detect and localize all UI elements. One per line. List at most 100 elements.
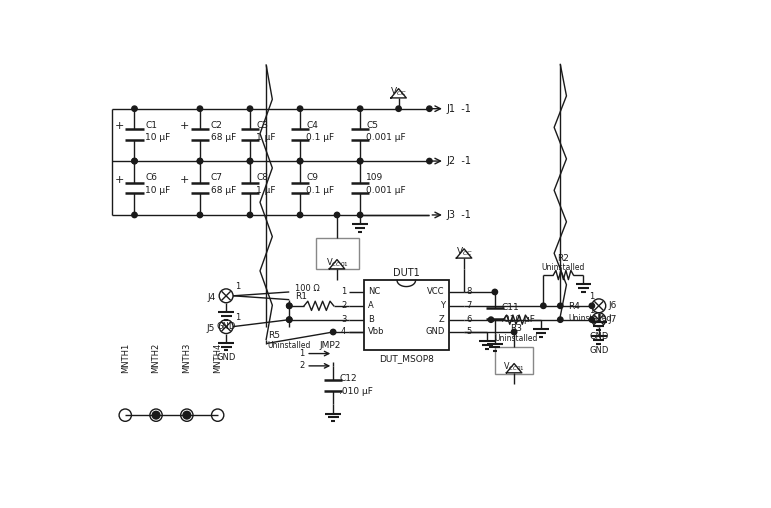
- Text: 0.001 μF: 0.001 μF: [366, 186, 406, 195]
- Text: 100 Ω: 100 Ω: [295, 284, 320, 294]
- Circle shape: [247, 158, 253, 164]
- Circle shape: [426, 158, 432, 164]
- Circle shape: [287, 303, 292, 308]
- Text: NC: NC: [368, 288, 380, 297]
- Text: +: +: [180, 121, 189, 132]
- Text: 5: 5: [466, 328, 472, 336]
- Text: 0.001 μF: 0.001 μF: [366, 134, 406, 142]
- Text: V$_{CC}$: V$_{CC}$: [390, 86, 407, 98]
- Text: 10 μF: 10 μF: [145, 186, 170, 195]
- Text: 1 μF: 1 μF: [256, 186, 276, 195]
- Text: 2: 2: [341, 301, 346, 310]
- Circle shape: [511, 329, 517, 335]
- Text: DUT_MSOP8: DUT_MSOP8: [379, 355, 434, 363]
- Circle shape: [358, 106, 363, 111]
- Text: GND: GND: [426, 328, 445, 336]
- Text: 0.1 μF: 0.1 μF: [306, 134, 335, 142]
- Circle shape: [426, 106, 432, 111]
- Text: MNTH4: MNTH4: [213, 342, 222, 373]
- Circle shape: [197, 158, 203, 164]
- Text: C3: C3: [256, 121, 268, 130]
- Text: C7: C7: [210, 174, 223, 182]
- Circle shape: [298, 158, 303, 164]
- Text: 6: 6: [466, 315, 472, 324]
- Text: C1: C1: [145, 121, 157, 130]
- Text: V$_{CC01}$: V$_{CC01}$: [503, 361, 525, 373]
- Circle shape: [589, 317, 594, 323]
- Circle shape: [589, 303, 594, 308]
- Circle shape: [298, 158, 303, 164]
- Circle shape: [247, 106, 253, 111]
- Text: GND: GND: [589, 346, 608, 355]
- Circle shape: [287, 317, 292, 323]
- Text: Vbb: Vbb: [368, 328, 384, 336]
- Text: 2: 2: [299, 361, 305, 370]
- Text: C4: C4: [306, 121, 318, 130]
- Text: J6: J6: [608, 301, 617, 310]
- Circle shape: [183, 411, 190, 419]
- Text: J4: J4: [207, 293, 215, 302]
- Text: Z: Z: [439, 315, 445, 324]
- Text: R2: R2: [557, 253, 569, 263]
- Text: C5: C5: [366, 121, 379, 130]
- Text: B: B: [368, 315, 374, 324]
- Text: Uninstalled: Uninstalled: [268, 341, 311, 351]
- Text: Uninstalled: Uninstalled: [542, 263, 585, 272]
- Circle shape: [247, 158, 253, 164]
- Text: 1 μF: 1 μF: [256, 134, 276, 142]
- Text: 10 μF: 10 μF: [145, 134, 170, 142]
- Circle shape: [132, 158, 137, 164]
- Circle shape: [247, 212, 253, 217]
- Circle shape: [358, 212, 363, 217]
- Text: 8: 8: [466, 288, 472, 297]
- Text: J2  -1: J2 -1: [446, 156, 471, 166]
- Text: 1: 1: [235, 282, 241, 291]
- Text: MNTH2: MNTH2: [152, 342, 160, 373]
- Text: MNTH1: MNTH1: [121, 342, 130, 373]
- Text: V$_{CC01}$: V$_{CC01}$: [325, 257, 348, 269]
- Text: 1: 1: [341, 288, 346, 297]
- Text: A: A: [368, 301, 374, 310]
- Text: .010 μF: .010 μF: [501, 315, 535, 324]
- Text: 7: 7: [466, 301, 472, 310]
- Circle shape: [396, 106, 401, 111]
- Bar: [364, 280, 449, 350]
- Text: C2: C2: [210, 121, 223, 130]
- Bar: [495, 347, 534, 374]
- Text: R4: R4: [568, 302, 580, 311]
- Circle shape: [197, 158, 203, 164]
- Text: VCC: VCC: [427, 288, 445, 297]
- Text: J3  -1: J3 -1: [446, 210, 471, 220]
- Text: 1: 1: [590, 292, 594, 301]
- Text: 109: 109: [366, 174, 383, 182]
- Text: +: +: [114, 121, 124, 132]
- Text: C11: C11: [501, 303, 519, 312]
- Text: 68 μF: 68 μF: [210, 134, 236, 142]
- Text: MNTH3: MNTH3: [183, 342, 191, 373]
- Text: 1: 1: [235, 313, 241, 322]
- Text: R5: R5: [268, 331, 280, 339]
- Text: R1: R1: [295, 292, 308, 301]
- Circle shape: [358, 158, 363, 164]
- Circle shape: [298, 106, 303, 111]
- Circle shape: [557, 317, 563, 323]
- Text: +: +: [180, 175, 189, 184]
- Circle shape: [298, 212, 303, 217]
- Circle shape: [287, 303, 292, 308]
- Text: C9: C9: [306, 174, 318, 182]
- Text: JMP2: JMP2: [319, 341, 341, 351]
- Text: GND: GND: [217, 353, 236, 362]
- Circle shape: [540, 303, 546, 308]
- Text: 68 μF: 68 μF: [210, 186, 236, 195]
- Text: GND: GND: [589, 332, 608, 341]
- Text: Y: Y: [439, 301, 445, 310]
- Text: C8: C8: [256, 174, 268, 182]
- Text: 1: 1: [590, 306, 594, 315]
- Text: Uninstalled: Uninstalled: [568, 314, 611, 324]
- Text: J7: J7: [608, 315, 617, 324]
- Text: 1: 1: [299, 349, 305, 358]
- Circle shape: [557, 303, 563, 308]
- Text: Uninstalled: Uninstalled: [494, 334, 537, 343]
- Circle shape: [358, 158, 363, 164]
- Circle shape: [197, 106, 203, 111]
